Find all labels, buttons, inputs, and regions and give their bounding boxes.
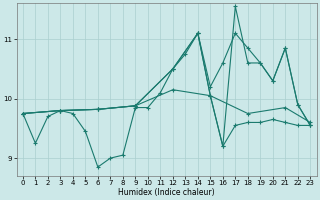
X-axis label: Humidex (Indice chaleur): Humidex (Indice chaleur): [118, 188, 215, 197]
